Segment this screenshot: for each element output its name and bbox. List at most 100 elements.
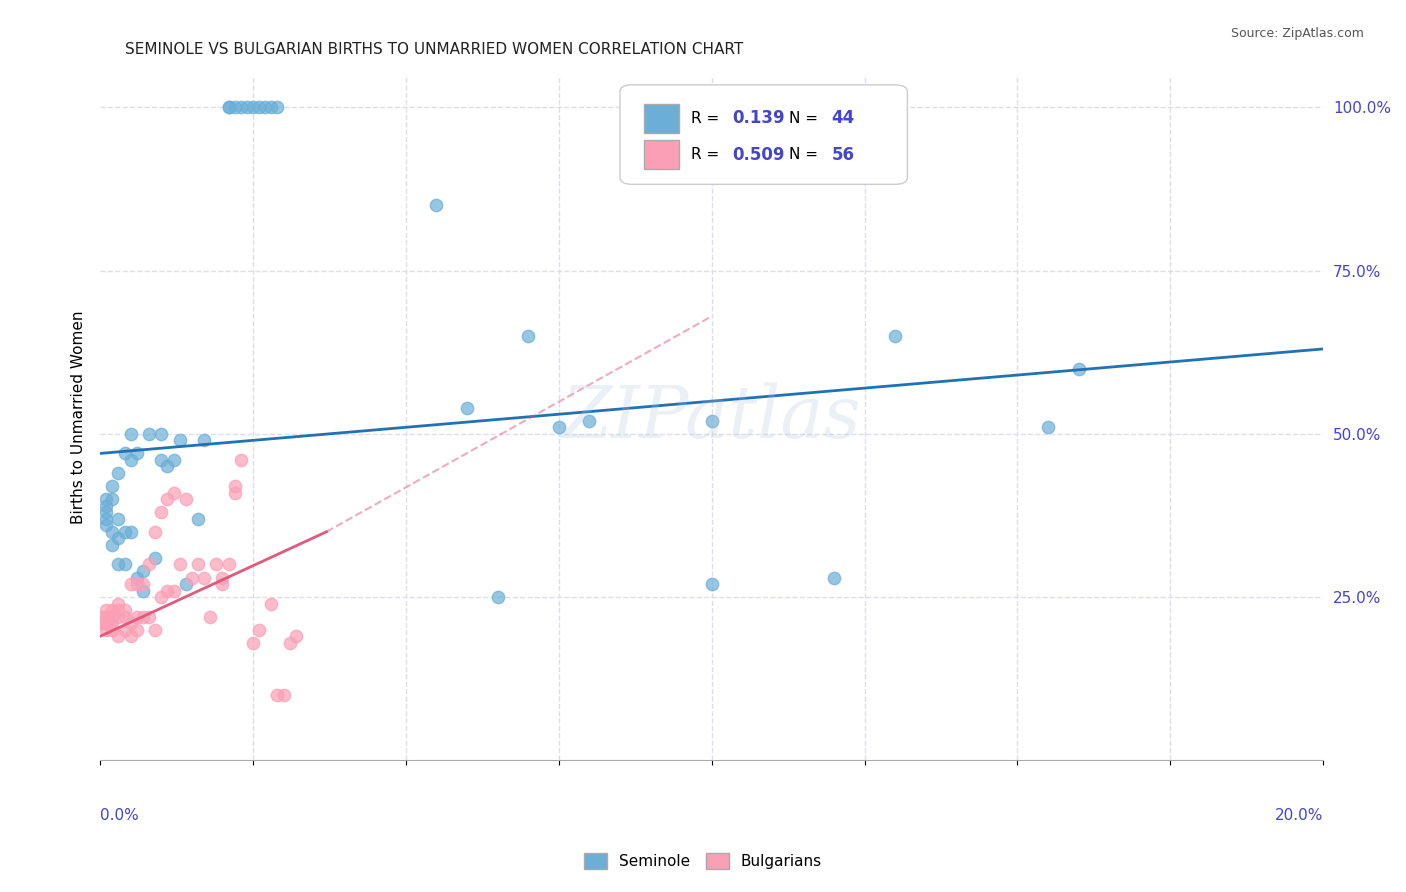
Point	[107, 597, 129, 611]
Point	[218, 100, 240, 114]
Point	[150, 426, 173, 441]
Point	[107, 629, 129, 643]
Point	[120, 524, 142, 539]
Point	[247, 623, 270, 637]
FancyBboxPatch shape	[644, 140, 679, 169]
Point	[138, 426, 160, 441]
Text: 20.0%: 20.0%	[1275, 808, 1323, 823]
Text: 0.509: 0.509	[733, 145, 785, 164]
Point	[107, 512, 129, 526]
Point	[884, 329, 907, 343]
Point	[132, 583, 155, 598]
Point	[425, 198, 447, 212]
Text: 0.0%: 0.0%	[100, 808, 139, 823]
Point	[284, 629, 307, 643]
Point	[101, 524, 124, 539]
Point	[101, 623, 124, 637]
Point	[187, 558, 209, 572]
Point	[107, 609, 129, 624]
Point	[114, 558, 136, 572]
Point	[700, 577, 723, 591]
Point	[169, 558, 191, 572]
Point	[96, 609, 118, 624]
Point	[187, 512, 209, 526]
Point	[211, 577, 233, 591]
Point	[96, 616, 118, 631]
Point	[260, 597, 283, 611]
Point	[138, 558, 160, 572]
Point	[96, 518, 118, 533]
Point	[107, 603, 129, 617]
Text: 56: 56	[831, 145, 855, 164]
Point	[96, 603, 118, 617]
Text: SEMINOLE VS BULGARIAN BIRTHS TO UNMARRIED WOMEN CORRELATION CHART: SEMINOLE VS BULGARIAN BIRTHS TO UNMARRIE…	[125, 42, 742, 57]
Point	[101, 492, 124, 507]
Text: N =: N =	[789, 147, 823, 162]
FancyBboxPatch shape	[644, 104, 679, 133]
Point	[132, 577, 155, 591]
Point	[96, 505, 118, 519]
Point	[107, 466, 129, 480]
Point	[125, 577, 148, 591]
Point	[96, 492, 118, 507]
Point	[101, 603, 124, 617]
Point	[247, 100, 270, 114]
Text: N =: N =	[789, 111, 823, 126]
Point	[224, 100, 246, 114]
Point	[125, 609, 148, 624]
Point	[120, 577, 142, 591]
FancyBboxPatch shape	[620, 85, 907, 185]
Point	[162, 453, 184, 467]
Point	[101, 609, 124, 624]
Point	[273, 688, 295, 702]
Point	[174, 577, 197, 591]
Point	[174, 492, 197, 507]
Point	[1067, 361, 1090, 376]
Point	[156, 583, 179, 598]
Point	[236, 100, 259, 114]
Point	[114, 446, 136, 460]
Legend: Seminole, Bulgarians: Seminole, Bulgarians	[578, 847, 828, 875]
Point	[101, 479, 124, 493]
Point	[125, 570, 148, 584]
Text: ZIPatlas: ZIPatlas	[562, 383, 862, 453]
Point	[143, 623, 166, 637]
Point	[132, 564, 155, 578]
Point	[150, 505, 173, 519]
Point	[242, 100, 264, 114]
Point	[138, 609, 160, 624]
Point	[91, 609, 114, 624]
Point	[162, 583, 184, 598]
Point	[218, 558, 240, 572]
Text: R =: R =	[690, 111, 724, 126]
Point	[96, 512, 118, 526]
Text: Source: ZipAtlas.com: Source: ZipAtlas.com	[1230, 27, 1364, 40]
Point	[120, 616, 142, 631]
Point	[200, 609, 222, 624]
Point	[486, 590, 509, 604]
Text: R =: R =	[690, 147, 724, 162]
Point	[150, 590, 173, 604]
Point	[150, 453, 173, 467]
Y-axis label: Births to Unmarried Women: Births to Unmarried Women	[72, 310, 86, 524]
Point	[180, 570, 202, 584]
Point	[700, 414, 723, 428]
Point	[278, 636, 301, 650]
Point	[224, 485, 246, 500]
Point	[107, 558, 129, 572]
Point	[120, 629, 142, 643]
Point	[517, 329, 540, 343]
Point	[266, 688, 288, 702]
Point	[156, 459, 179, 474]
Point	[143, 550, 166, 565]
Point	[266, 100, 288, 114]
Point	[224, 479, 246, 493]
Point	[96, 499, 118, 513]
Point	[162, 485, 184, 500]
Point	[114, 603, 136, 617]
Text: 0.139: 0.139	[733, 110, 785, 128]
Point	[823, 570, 845, 584]
Point	[125, 623, 148, 637]
Point	[120, 453, 142, 467]
Point	[229, 100, 252, 114]
